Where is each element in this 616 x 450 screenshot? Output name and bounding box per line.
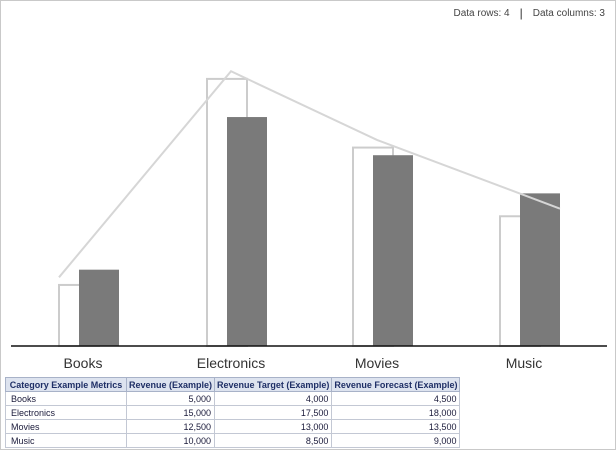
table-row: Electronics 15,000 17,500 18,000 — [5, 405, 461, 420]
table-cell-target: 4,000 — [214, 391, 333, 406]
table-cell-target: 13,000 — [214, 419, 333, 434]
info-separator: | — [519, 6, 523, 20]
table-cell-revenue: 5,000 — [125, 391, 216, 406]
table-cell-category: Movies — [5, 419, 127, 434]
table-cell-forecast: 4,500 — [331, 391, 461, 406]
table-row: Music 10,000 8,500 9,000 — [5, 433, 461, 448]
data-summary: Data rows: 4 | Data columns: 3 — [453, 6, 605, 20]
table-header-row: Category Example Metrics Revenue (Exampl… — [5, 377, 461, 392]
category-label-books: Books — [64, 355, 103, 371]
table-cell-target: 8,500 — [214, 433, 333, 448]
revenue-bar-electronics — [227, 117, 267, 346]
header-category: Category Example Metrics — [5, 377, 127, 392]
table-cell-forecast: 9,000 — [331, 433, 461, 448]
revenue-bar-books — [79, 269, 119, 346]
data-columns-label: Data columns: 3 — [532, 7, 605, 19]
table-row: Movies 12,500 13,000 13,500 — [5, 419, 461, 434]
revenue-bar-music — [520, 193, 560, 346]
header-revenue-target: Revenue Target (Example) — [214, 377, 333, 392]
data-table: Category Example Metrics Revenue (Exampl… — [5, 377, 461, 448]
table-cell-revenue: 10,000 — [125, 433, 216, 448]
category-label-music: Music — [506, 355, 543, 371]
revenue-bar-movies — [373, 155, 413, 346]
category-label-movies: Movies — [355, 355, 399, 371]
table-cell-forecast: 13,500 — [331, 419, 461, 434]
table-cell-category: Electronics — [5, 405, 127, 420]
table-cell-category: Books — [5, 391, 127, 406]
table-cell-category: Music — [5, 433, 127, 448]
data-rows-label: Data rows: 4 — [453, 7, 510, 19]
category-label-electronics: Electronics — [197, 355, 265, 371]
table-cell-forecast: 18,000 — [331, 405, 461, 420]
table-cell-target: 17,500 — [214, 405, 333, 420]
bar-chart: Books Electronics Movies Music — [11, 70, 607, 371]
table-cell-revenue: 12,500 — [125, 419, 216, 434]
header-revenue-forecast: Revenue Forecast (Example) — [331, 377, 461, 392]
table-cell-revenue: 15,000 — [125, 405, 216, 420]
header-revenue: Revenue (Example) — [125, 377, 216, 392]
table-row: Books 5,000 4,000 4,500 — [5, 391, 461, 406]
forecast-line — [58, 70, 561, 278]
